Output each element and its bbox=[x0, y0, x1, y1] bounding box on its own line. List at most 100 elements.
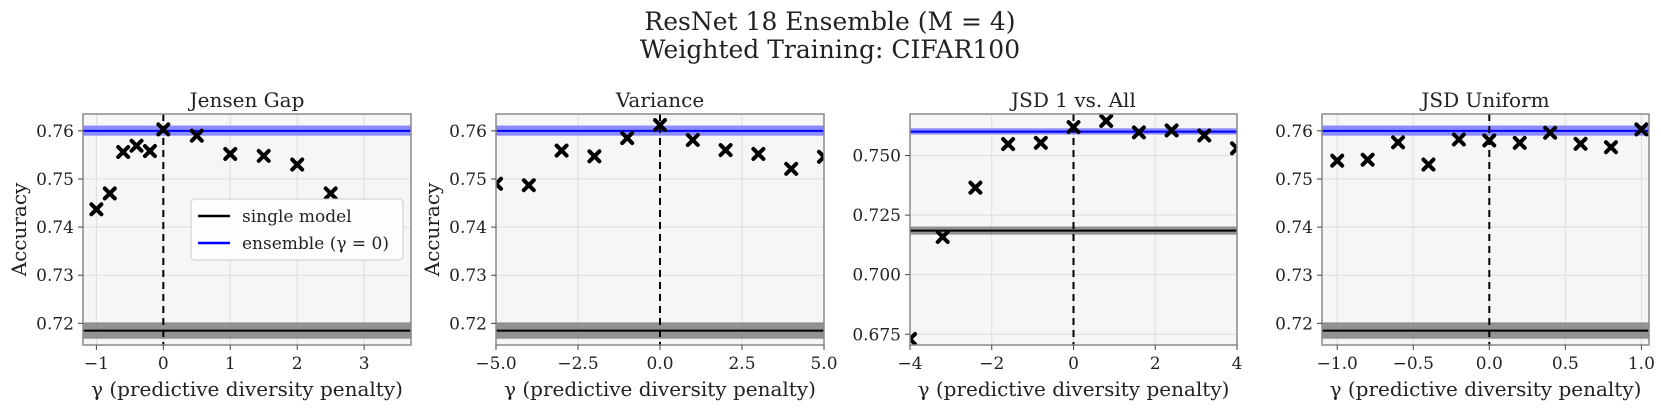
y-tick-label: 0.73 bbox=[36, 266, 74, 286]
data-point-marker bbox=[156, 122, 171, 137]
plot-frame bbox=[82, 113, 412, 346]
panel-title: Jensen Gap bbox=[188, 88, 305, 112]
data-point-marker bbox=[1482, 133, 1497, 148]
x-tick-label: −0.5 bbox=[1393, 354, 1434, 374]
y-tick-label: 0.675 bbox=[852, 325, 901, 345]
data-point-marker bbox=[784, 161, 799, 176]
plot-frame bbox=[1321, 113, 1650, 346]
y-tick-label: 0.76 bbox=[1275, 122, 1313, 142]
data-point-marker bbox=[129, 138, 144, 153]
y-tick-label: 0.73 bbox=[1275, 266, 1313, 286]
panel-title: JSD 1 vs. All bbox=[1009, 88, 1136, 112]
chart-panel-3: −4 −2 0 2 4 0.675 0.700 0.725 0.750 JSD 1 vs. All… bbox=[852, 88, 1242, 401]
data-point-marker bbox=[587, 149, 602, 164]
data-point-marker bbox=[1164, 123, 1179, 138]
x-tick-label: 2 bbox=[1150, 354, 1161, 374]
x-tick-label: 0.5 bbox=[1552, 354, 1579, 374]
data-point-marker bbox=[620, 131, 635, 146]
y-tick-label: 0.700 bbox=[852, 266, 901, 286]
y-tick-label: 0.725 bbox=[852, 206, 901, 226]
y-tick-label: 0.76 bbox=[449, 122, 487, 142]
x-tick-label: −2 bbox=[979, 354, 1004, 374]
x-tick-label: 2 bbox=[292, 354, 303, 374]
x-axis-label: γ (predictive diversity penalty) bbox=[504, 377, 816, 401]
y-tick-label: 0.72 bbox=[1275, 314, 1313, 334]
x-tick-label: −2.5 bbox=[557, 354, 598, 374]
data-point-marker bbox=[910, 332, 917, 345]
data-point-marker bbox=[1573, 136, 1588, 151]
data-point-marker bbox=[685, 132, 700, 147]
panel-title: JSD Uniform bbox=[1419, 88, 1549, 112]
data-point-marker bbox=[189, 128, 204, 143]
y-axis-label: Accuracy bbox=[420, 182, 444, 277]
data-point-marker bbox=[1512, 135, 1527, 150]
data-point-marker bbox=[1099, 114, 1114, 128]
panel-title: Variance bbox=[615, 88, 704, 112]
data-point-marker bbox=[1451, 132, 1466, 147]
y-tick-label: 0.72 bbox=[36, 314, 74, 334]
y-tick-label: 0.75 bbox=[1275, 170, 1313, 190]
data-point-marker bbox=[1033, 135, 1048, 150]
x-tick-label: 3 bbox=[359, 354, 370, 374]
y-tick-label: 0.72 bbox=[449, 314, 487, 334]
data-point-marker bbox=[102, 186, 117, 201]
y-tick-label: 0.75 bbox=[36, 170, 74, 190]
x-tick-label: 0 bbox=[1068, 354, 1079, 374]
data-point-marker bbox=[290, 157, 305, 172]
data-point-marker bbox=[1391, 135, 1406, 150]
legend-label: ensemble (γ = 0) bbox=[242, 234, 389, 254]
data-point-marker bbox=[1066, 120, 1081, 135]
legend-label: single model bbox=[242, 207, 352, 227]
y-tick-label: 0.750 bbox=[852, 146, 901, 166]
x-tick-label: 0.0 bbox=[646, 354, 673, 374]
x-tick-label: 0 bbox=[158, 354, 169, 374]
plot-area bbox=[1322, 114, 1649, 345]
chart-panel-2: −5.0 −2.5 0.0 2.5 5.0 0.72 0.73 0.74 0.75 0.76 Var… bbox=[420, 88, 838, 401]
chart-panel-4: −1.0 −0.5 0.0 0.5 1.0 0.72 0.73 0.74 0.75 0.76 JSD… bbox=[1275, 88, 1655, 401]
y-axis-label: Accuracy bbox=[7, 182, 31, 277]
data-point-marker bbox=[521, 178, 536, 193]
y-tick-label: 0.76 bbox=[36, 122, 74, 142]
data-point-marker bbox=[1330, 153, 1345, 168]
data-point-marker bbox=[223, 146, 238, 161]
data-point-marker bbox=[1421, 157, 1436, 172]
legend-box bbox=[190, 198, 404, 261]
x-axis-label: γ (predictive diversity penalty) bbox=[91, 377, 403, 401]
data-point-marker bbox=[1360, 152, 1375, 167]
data-point-marker bbox=[116, 145, 131, 160]
x-axis-label: γ (predictive diversity penalty) bbox=[918, 377, 1230, 401]
data-point-marker bbox=[496, 176, 503, 191]
plot-area bbox=[910, 114, 1237, 345]
data-point-marker bbox=[751, 146, 766, 161]
data-point-marker bbox=[323, 186, 338, 201]
chart-panels: −1 0 1 2 3 0.72 0.73 0.74 0.75 0.76 Jensen Gap γ (p… bbox=[7, 88, 1655, 401]
figure-title-line1: ResNet 18 Ensemble (M = 4) bbox=[644, 7, 1015, 36]
y-tick-label: 0.74 bbox=[36, 218, 74, 238]
data-point-marker bbox=[256, 148, 271, 163]
data-point-marker bbox=[718, 143, 733, 158]
data-point-marker bbox=[1001, 137, 1016, 152]
data-point-marker bbox=[1131, 125, 1146, 140]
x-tick-label: 4 bbox=[1232, 354, 1243, 374]
data-point-marker bbox=[653, 118, 667, 133]
x-tick-label: 5.0 bbox=[810, 354, 837, 374]
x-tick-label: 2.5 bbox=[728, 354, 755, 374]
x-tick-label: −1.0 bbox=[1317, 354, 1358, 374]
data-point-marker bbox=[1230, 141, 1237, 156]
data-point-marker bbox=[1603, 140, 1618, 155]
legend: single model ensemble (γ = 0) bbox=[190, 198, 404, 261]
chart-panel-1: −1 0 1 2 3 0.72 0.73 0.74 0.75 0.76 Jensen Gap γ (p… bbox=[7, 88, 412, 401]
data-point-marker bbox=[1543, 125, 1558, 140]
y-tick-label: 0.75 bbox=[449, 170, 487, 190]
data-point-marker bbox=[817, 149, 824, 164]
y-tick-label: 0.74 bbox=[449, 218, 487, 238]
plot-background bbox=[1322, 114, 1649, 345]
x-tick-label: −4 bbox=[897, 354, 922, 374]
x-tick-label: −1 bbox=[84, 354, 109, 374]
data-point-marker bbox=[1634, 122, 1649, 137]
x-tick-label: 0.0 bbox=[1476, 354, 1503, 374]
figure-title-line2: Weighted Training: CIFAR100 bbox=[640, 35, 1020, 64]
data-point-marker bbox=[968, 180, 983, 195]
plot-area bbox=[83, 114, 411, 345]
